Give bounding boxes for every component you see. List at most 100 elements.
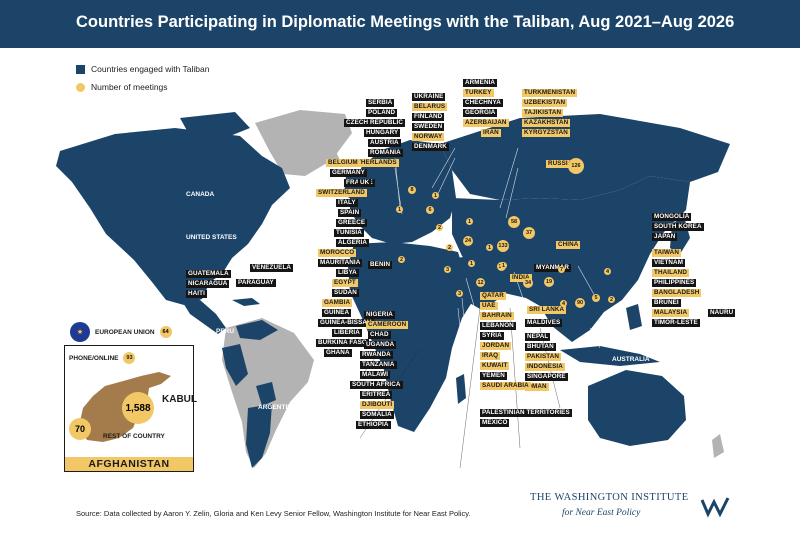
country-tag-tunisia: TUNISIA — [334, 229, 364, 237]
country-tag-yemen: YEMEN — [480, 372, 507, 380]
russia-shape — [440, 114, 730, 200]
country-tag-czech-republic: CZECH REPUBLIC — [344, 119, 406, 127]
eu-entry: ★ EUROPEAN UNION 64 — [70, 322, 172, 342]
meeting-count-bubble: 1 — [466, 218, 473, 225]
country-tag-nicaragua: NICARAGUA — [186, 280, 230, 288]
country-tag-thailand: THAILAND — [652, 269, 689, 277]
country-tag-mongolia: MONGOLIA — [652, 213, 692, 221]
leader-lines — [394, 147, 601, 429]
country-tag-guinea: GUINEA — [322, 309, 352, 317]
country-tag-denmark: DENMARK — [412, 143, 449, 151]
country-tag-ghana: GHANA — [324, 349, 352, 357]
kabul-label: KABUL — [162, 394, 197, 405]
country-tag-switzerland: SWITZERLAND — [316, 189, 367, 197]
madagascar-shape — [456, 374, 466, 404]
africa-shape — [348, 242, 476, 432]
label-argentina: ARGENTINA — [258, 404, 297, 411]
meeting-count-bubble: 2 — [446, 244, 453, 251]
country-tag-austria: AUSTRIA — [368, 139, 401, 147]
label-canada: CANADA — [186, 191, 215, 198]
country-tag-south-korea: SOUTH KOREA — [652, 223, 704, 231]
country-tag-uk: UK — [358, 179, 372, 187]
country-tag-poland: POLAND — [366, 109, 398, 117]
country-tag-gambia: GAMBIA — [322, 299, 353, 307]
eu-label: EUROPEAN UNION — [95, 328, 155, 336]
country-tag-india: INDIA — [510, 274, 532, 282]
paraguay-shape — [256, 382, 276, 406]
country-tag-venezuela: VENEZUELA — [250, 264, 294, 272]
meeting-count-bubble: 24 — [463, 236, 473, 246]
country-tag-hungary: HUNGARY — [364, 129, 401, 137]
meeting-count-bubble: 1 — [486, 244, 493, 251]
country-tag-russia: RUSSIA — [546, 160, 575, 168]
afghanistan-banner: AFGHANISTAN — [65, 457, 193, 471]
country-tag-libya: LIBYA — [336, 269, 359, 277]
meeting-count-bubble: 6 — [426, 206, 434, 214]
eu-count: 64 — [159, 326, 172, 338]
central-america-shape — [180, 298, 226, 334]
country-tag-paraguay: PARAGUAY — [236, 279, 276, 287]
country-tag-netherlands: NETHERLANDS — [346, 159, 399, 167]
country-tag-brunei: BRUNEI — [652, 299, 681, 307]
new-zealand-shape — [712, 434, 724, 458]
country-tag-indonesia: INDONESIA — [525, 363, 565, 371]
country-tag-algeria: ALGERIA — [336, 239, 370, 247]
country-tag-mauritania: MAURITANIA — [318, 259, 363, 267]
country-tag-kyrgyzstan: KYRGYZSTAN — [522, 129, 570, 137]
institute-logo: THE WASHINGTON INSTITUTE for Near East P… — [530, 492, 740, 524]
country-tag-iraq: IRAQ — [480, 352, 501, 360]
venezuela-shape — [236, 320, 278, 340]
country-tag-lebanon: LEBANON — [480, 322, 516, 330]
country-tag-pakistan: PAKISTAN — [525, 353, 562, 361]
country-tag-belarus: BELARUS — [412, 103, 448, 111]
meeting-count-bubble: 2 — [608, 296, 615, 303]
country-tag-armenia: ARMENIA — [463, 79, 498, 87]
meeting-count-bubble: 3 — [444, 266, 451, 273]
meeting-count-bubble: 1 — [396, 206, 403, 213]
country-tag-uzbekistan: UZBEKISTAN — [522, 99, 568, 107]
country-tag-benin: BENIN — [368, 261, 393, 269]
country-tag-tanzania: TANZANIA — [360, 361, 397, 369]
meeting-count-bubble: 3 — [456, 290, 463, 297]
country-tag-syria: SYRIA — [480, 332, 504, 340]
country-tag-vietnam: VIETNAM — [652, 259, 686, 267]
country-tag-qatar: QATAR — [480, 292, 506, 300]
country-tag-palestinian-territories: PALESTINIAN TERRITORIES — [480, 409, 572, 417]
header-bar: Countries Participating in Diplomatic Me… — [0, 0, 800, 48]
country-tag-nepal: NEPAL — [525, 333, 551, 341]
label-peru: PERU — [216, 328, 235, 335]
label-australia: AUSTRALIA — [612, 356, 650, 363]
country-tag-morocco: MOROCCO — [318, 249, 357, 257]
country-tag-uae: UAE — [480, 302, 498, 310]
source-note: Source: Data collected by Aaron Y. Zelin… — [76, 509, 471, 518]
meeting-count-bubble: 4 — [604, 268, 611, 275]
north-america-shape — [56, 128, 290, 305]
country-tag-spain: SPAIN — [338, 209, 362, 217]
country-tag-sudan: SUDAN — [332, 289, 359, 297]
country-tag-norway: NORWAY — [412, 133, 445, 141]
eu-flag-icon: ★ — [70, 322, 90, 342]
meeting-count-bubble: 8 — [408, 186, 416, 194]
meeting-count-bubble: 2 — [436, 224, 443, 231]
phone-online-label: PHONE/ONLINE — [69, 354, 119, 362]
meeting-count-bubble: 2 — [398, 256, 405, 263]
phone-online-row: PHONE/ONLINE 93 — [69, 352, 136, 364]
country-tag-greece: GREECE — [336, 219, 368, 227]
country-tag-turkmenistan: TURKMENISTAN — [522, 89, 578, 97]
phone-online-count: 93 — [123, 352, 136, 364]
country-tag-rwanda: RWANDA — [360, 351, 393, 359]
country-tag-myanmar: MYANMAR — [534, 264, 572, 272]
country-tag-guinea-bissau: GUINEA-BISSAU — [318, 319, 374, 327]
label-united-states: UNITED STATES — [186, 234, 237, 241]
country-tag-oman: OMAN — [525, 383, 549, 391]
meeting-count-bubble: 1 — [468, 260, 475, 267]
meeting-count-bubble: 7 — [558, 266, 565, 273]
caribbean-shape — [232, 298, 260, 306]
country-tag-egypt: EGYPT — [332, 279, 358, 287]
logo-mark-icon — [700, 497, 730, 518]
meeting-count-bubble: 1 — [500, 262, 507, 269]
country-tag-malawi: MALAWI — [360, 371, 391, 379]
country-tag-uganda: UGANDA — [364, 341, 397, 349]
country-tag-burkina-faso: BURKINA FASO — [316, 339, 369, 347]
country-tag-kuwait: KUWAIT — [480, 362, 510, 370]
